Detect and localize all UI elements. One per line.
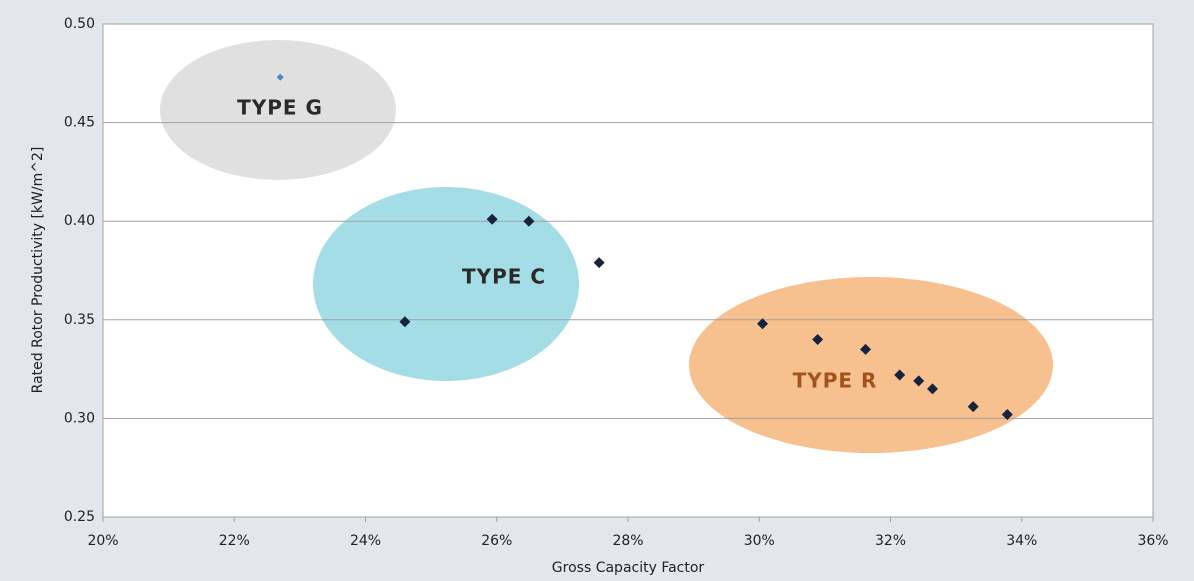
x-tick-label: 20% bbox=[87, 533, 118, 549]
y-axis-label: Rated Rotor Productivity [kW/m^2] bbox=[30, 147, 46, 394]
point bbox=[399, 316, 411, 328]
group-ellipse bbox=[689, 277, 1053, 453]
point bbox=[913, 375, 925, 387]
x-tick-label: 26% bbox=[481, 533, 512, 549]
point bbox=[894, 369, 906, 381]
point bbox=[812, 334, 824, 346]
x-tick-label: 24% bbox=[350, 533, 381, 549]
x-tick-label: 28% bbox=[612, 533, 643, 549]
y-tick-label: 0.40 bbox=[64, 213, 95, 229]
point bbox=[1001, 408, 1013, 420]
x-tick-label: 36% bbox=[1137, 533, 1168, 549]
point bbox=[757, 318, 769, 330]
point bbox=[593, 257, 605, 269]
point bbox=[967, 401, 979, 413]
annotation: TYPE C bbox=[462, 265, 546, 289]
y-tick-label: 0.30 bbox=[64, 410, 95, 426]
annotation: TYPE R bbox=[793, 369, 878, 393]
y-tick-label: 0.25 bbox=[64, 509, 95, 525]
y-tick-label: 0.50 bbox=[64, 16, 95, 32]
point bbox=[860, 343, 872, 355]
x-tick-label: 22% bbox=[219, 533, 250, 549]
x-axis-label: Gross Capacity Factor bbox=[552, 560, 705, 576]
x-tick-label: 30% bbox=[744, 533, 775, 549]
point bbox=[927, 383, 938, 395]
group-ellipse bbox=[313, 187, 579, 381]
point bbox=[523, 215, 535, 227]
annotation: TYPE G bbox=[237, 96, 323, 120]
y-tick-label: 0.35 bbox=[64, 312, 95, 328]
x-tick-label: 32% bbox=[875, 533, 906, 549]
x-tick-label: 34% bbox=[1006, 533, 1037, 549]
point bbox=[276, 73, 284, 81]
y-tick-label: 0.45 bbox=[64, 115, 95, 131]
group-ellipse bbox=[160, 40, 396, 180]
point bbox=[486, 213, 498, 225]
